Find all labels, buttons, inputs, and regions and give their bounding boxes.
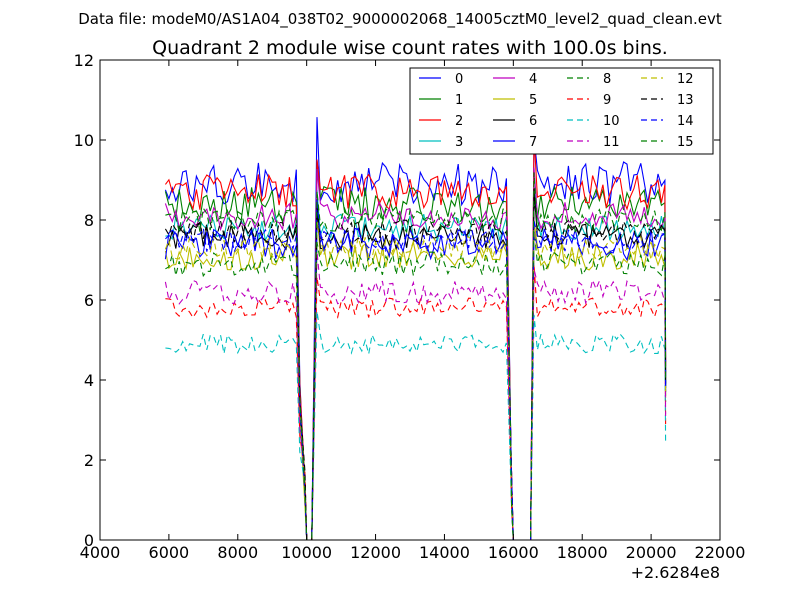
legend-label-9: 9 [603,93,611,108]
y-tick-label: 0 [84,531,94,550]
legend-label-15: 15 [677,135,694,150]
legend-label-8: 8 [603,72,611,87]
legend-label-13: 13 [677,93,694,108]
x-tick-label: 22000 [695,543,746,562]
legend-label-5: 5 [529,93,537,108]
legend-label-7: 7 [529,135,537,150]
x-tick-label: 18000 [557,543,608,562]
legend-label-4: 4 [529,72,537,87]
series-line-10 [165,311,667,540]
legend-label-6: 6 [529,114,537,129]
series-line-2 [164,135,667,540]
y-tick-label: 6 [84,291,94,310]
series-line-8 [165,230,667,540]
y-tick-label: 10 [74,131,94,150]
series-layer [164,117,667,540]
x-tick-label: 16000 [488,543,539,562]
y-tick-label: 12 [74,51,94,70]
y-tick-label: 2 [84,451,94,470]
x-tick-label: 20000 [626,543,677,562]
suptitle: Data file: modeM0/AS1A04_038T02_90000020… [78,10,722,29]
series-line-15 [165,172,667,540]
series-line-6 [164,188,667,540]
x-tick-label: 6000 [149,543,190,562]
legend-label-2: 2 [455,114,463,129]
x-tick-label: 10000 [281,543,332,562]
y-tick-label: 4 [84,371,94,390]
legend-label-3: 3 [455,135,463,150]
x-tick-label: 14000 [419,543,470,562]
legend-label-1: 1 [455,93,463,108]
series-line-7 [164,223,667,540]
series-line-9 [165,264,667,540]
y-tick-label: 8 [84,211,94,230]
series-line-0 [164,117,667,540]
legend-label-14: 14 [677,114,694,129]
series-line-12 [164,222,667,540]
series-line-13 [164,197,667,540]
legend-label-0: 0 [455,72,463,87]
legend-label-11: 11 [603,135,620,150]
chart-title: Quadrant 2 module wise count rates with … [152,37,668,59]
legend-label-10: 10 [603,114,620,129]
legend-label-12: 12 [677,72,694,87]
ticks-layer: 4000 6000 8000 10000 12000 14000 16000 18000 200… [74,51,746,562]
x-offset-label: +2.6284e8 [631,563,720,582]
x-tick-label: 4000 [80,543,121,562]
x-tick-label: 8000 [217,543,258,562]
x-tick-label: 12000 [350,543,401,562]
series-line-1 [164,160,667,540]
legend-box [409,67,714,155]
series-line-11 [164,251,667,540]
